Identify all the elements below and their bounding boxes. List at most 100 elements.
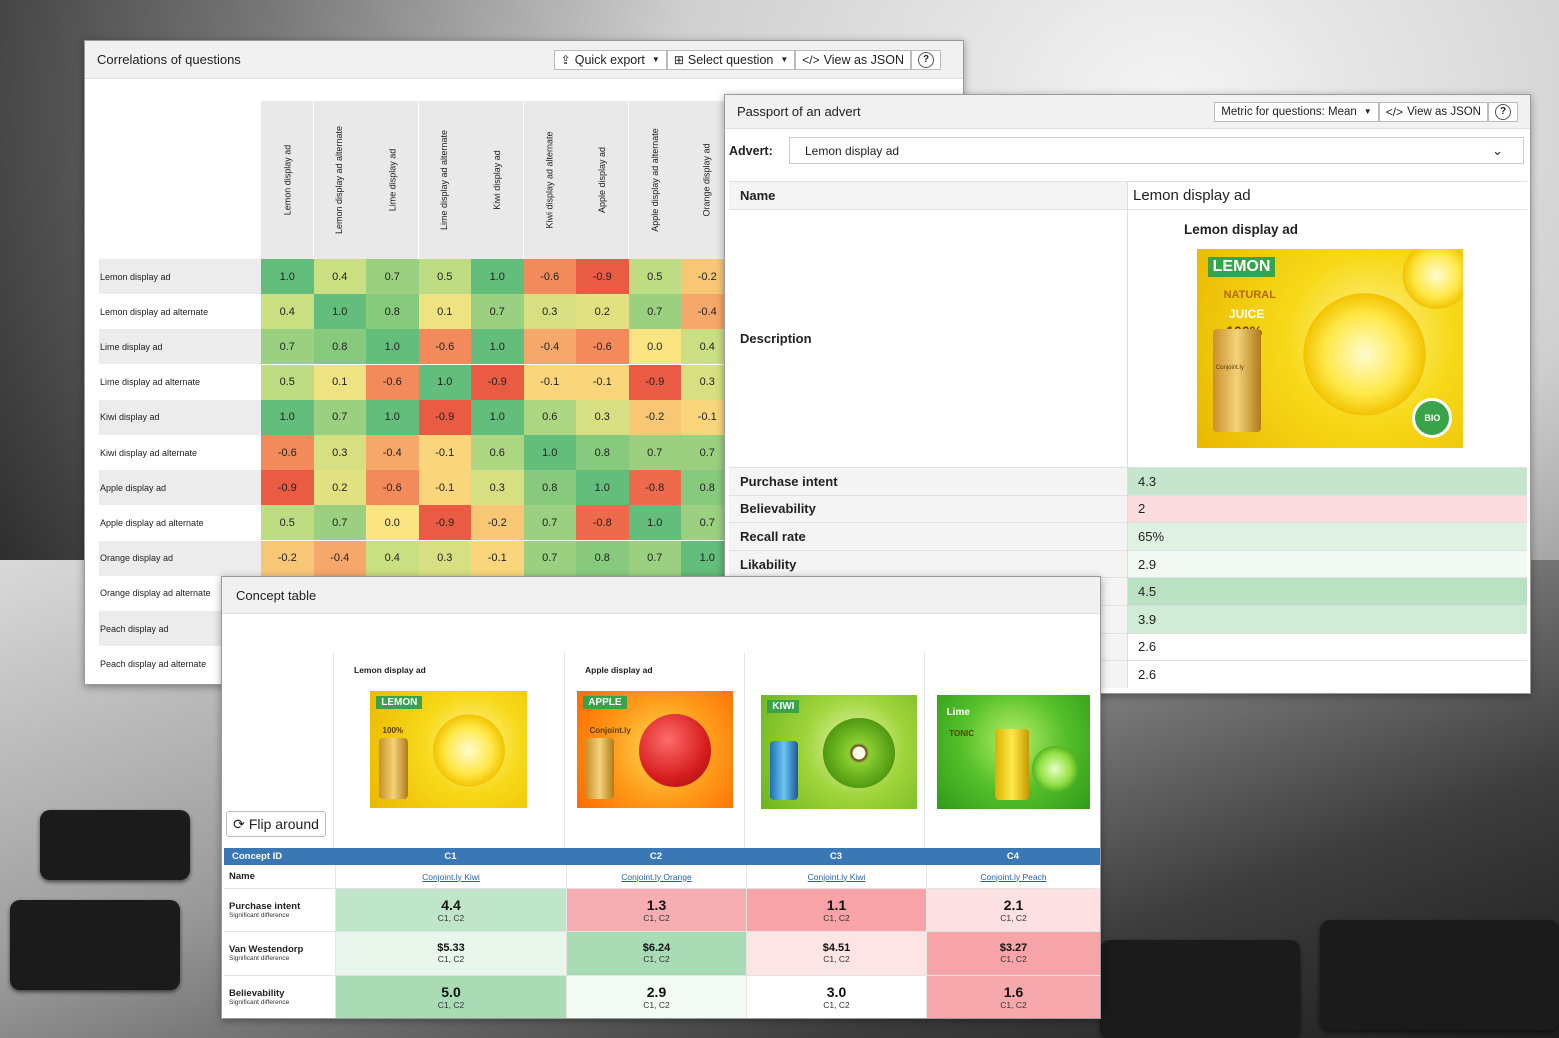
metric-cell: $6.24 C1, C2	[566, 932, 746, 975]
correlation-cell: -0.6	[366, 364, 419, 400]
metric-row: Purchase intent 4.3	[729, 467, 1527, 495]
metric-row: Van Westendorp Significant difference $5.3…	[224, 932, 1100, 976]
lemon-slice	[1401, 249, 1463, 309]
correlation-cell: 1.0	[261, 399, 314, 435]
correlation-cell: -0.9	[471, 364, 524, 400]
correlation-cell: 0.0	[366, 505, 419, 541]
code-icon: </>	[1385, 104, 1404, 119]
correlation-cell: -0.8	[628, 470, 681, 506]
view-json-button[interactable]: </> View as JSON	[1378, 101, 1488, 122]
row-label-text: Purchase intent	[229, 901, 301, 913]
concept-name: Apple display ad	[585, 665, 653, 675]
correlation-cell: 1.0	[523, 435, 576, 470]
ad-word: NATURAL	[1223, 288, 1276, 301]
correlation-cell: -0.2	[628, 399, 681, 435]
correlation-cell: -0.2	[471, 505, 524, 541]
metric-cell: 4.4 C1, C2	[335, 889, 566, 932]
advert-select[interactable]: Lemon display ad ⌄	[789, 137, 1524, 164]
significance-value: C1, C2	[823, 954, 850, 965]
row-label: Peach display ad alternate	[100, 658, 207, 669]
correlation-cell: -0.9	[576, 259, 629, 294]
metric-label: Metric for questions: Mean	[1221, 105, 1357, 118]
correlation-cell: 0.5	[418, 259, 471, 294]
concept-header: Concept table	[222, 577, 1100, 614]
juice-can: Conjoint.ly	[1212, 328, 1261, 433]
help-button[interactable]: ?	[1488, 101, 1518, 122]
concept-id: C1	[444, 851, 457, 862]
correlation-cell: 0.3	[523, 294, 576, 330]
passport-header: Passport of an advert Metric for questio…	[725, 95, 1530, 129]
ad-brand: LEMON	[376, 695, 423, 709]
correlation-cell: 0.4	[366, 540, 419, 576]
correlation-cell: -0.6	[576, 329, 629, 365]
row-label: Kiwi display ad	[99, 399, 261, 435]
significance-value: C1, C2	[1000, 913, 1027, 924]
metric-value: 1.3	[646, 897, 667, 914]
view-json-button[interactable]: </> View as JSON	[795, 49, 911, 70]
correlation-cell: 0.7	[471, 294, 524, 330]
concept-name-link[interactable]: Conjoint.ly Kiwi	[422, 871, 480, 882]
name-cell: Conjoint.ly Peach	[926, 865, 1100, 888]
metric-cell: 1.1 C1, C2	[746, 889, 926, 932]
quick-export-button[interactable]: ⇪ Quick export ▼	[553, 49, 667, 70]
select-question-button[interactable]: ⊞ Select question ▼	[666, 49, 796, 70]
correlation-cell: -0.1	[418, 435, 471, 470]
select-question-label: Select question	[687, 52, 774, 67]
correlation-cell: 1.0	[471, 399, 524, 435]
correlation-cell: 0.7	[523, 505, 576, 541]
code-icon: </>	[802, 52, 820, 67]
concept-column: Lime TONIC	[924, 653, 1098, 848]
row-label: Name	[224, 865, 335, 888]
metric-cell: $4.51 C1, C2	[746, 932, 926, 975]
correlation-cell: 0.6	[471, 435, 524, 470]
ad-brand: LEMON	[1207, 256, 1276, 277]
row-label: Lemon display ad alternate	[100, 306, 209, 317]
concept-column: Apple display ad APPLE Conjoint.ly	[564, 653, 744, 848]
column-header: Apple display ad alternate	[628, 101, 681, 259]
significance-value: C1, C2	[437, 913, 465, 924]
correlation-cell: 0.7	[313, 505, 366, 541]
name-row: Name Conjoint.ly Kiwi Conjoint.ly Orange Co…	[224, 865, 1100, 889]
significance-value: C1, C2	[643, 954, 670, 965]
row-label: Orange display ad	[99, 540, 261, 576]
ad-brand: Lime	[946, 707, 970, 719]
correlation-cell: 1.0	[261, 259, 314, 294]
can-label: Conjoint.ly	[1215, 364, 1244, 371]
concept-name-link[interactable]: Conjoint.ly Kiwi	[807, 871, 866, 882]
metric-name: Recall rate	[729, 523, 1127, 550]
metric-name: Believability	[729, 495, 1127, 523]
correlations-header: Correlations of questions ⇪ Quick export ▼…	[85, 41, 963, 79]
concept-name-link[interactable]: Conjoint.ly Peach	[980, 871, 1047, 882]
flip-around-button[interactable]: ⟳ Flip around	[226, 811, 326, 837]
advert-label: Advert:	[729, 144, 773, 158]
column-header: Kiwi display ad alternate	[523, 101, 576, 259]
name-row: Name Lemon display ad	[729, 181, 1527, 209]
column-header-label: Orange display ad	[702, 143, 713, 217]
correlation-cell: 0.3	[313, 435, 366, 470]
correlation-cell: -0.1	[418, 470, 471, 506]
correlation-cell: 0.7	[523, 540, 576, 576]
metric-row: Recall rate 65%	[729, 522, 1527, 550]
correlation-cell: 0.8	[366, 294, 419, 330]
fruit-icon	[639, 714, 712, 787]
correlation-cell: -0.6	[523, 259, 576, 294]
metric-cell: 5.0 C1, C2	[335, 975, 566, 1018]
metric-row: Believability Significant difference 5.0 C1…	[224, 975, 1100, 1018]
help-button[interactable]: ?	[911, 49, 941, 70]
correlation-cell: 0.7	[261, 329, 314, 365]
metric-dropdown[interactable]: Metric for questions: Mean ▼	[1214, 101, 1379, 122]
concept-name-link[interactable]: Conjoint.ly Orange	[621, 871, 692, 882]
view-json-label: View as JSON	[823, 52, 904, 67]
row-label-text: Name	[229, 871, 255, 882]
description-title: Lemon display ad	[1184, 222, 1299, 237]
metric-row: Likability 2.9	[729, 549, 1527, 578]
name-cell: Conjoint.ly Orange	[566, 865, 746, 888]
metric-value: 4.5	[1127, 578, 1527, 605]
correlation-cell: 0.1	[313, 364, 366, 400]
correlation-cell: 0.2	[313, 470, 366, 506]
metric-value: 4.3	[1127, 468, 1527, 495]
column-header: Lemon display ad	[261, 101, 313, 259]
caret-down-icon: ▼	[1363, 107, 1372, 116]
correlation-cell: -0.1	[471, 540, 524, 576]
ad-word: JUICE	[1228, 306, 1265, 321]
